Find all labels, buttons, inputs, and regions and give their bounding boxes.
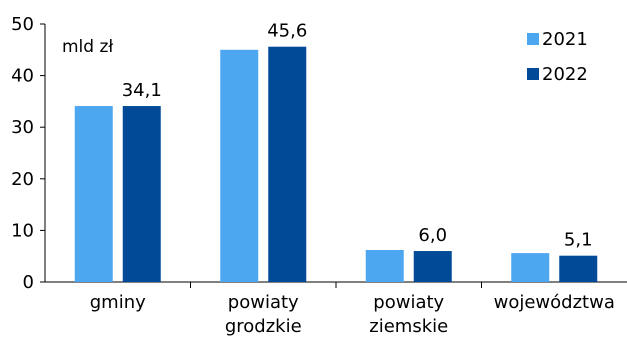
bar-2022	[559, 255, 598, 282]
bar-2022	[122, 106, 161, 282]
category-label: powiaty grodzkie	[225, 292, 302, 337]
y-tick-label: 20	[11, 169, 34, 190]
y-tick-label: 10	[11, 220, 34, 241]
bar-2021	[511, 253, 550, 282]
y-tick-label: 0	[23, 272, 34, 293]
legend-swatch	[527, 68, 539, 80]
category-label: powiaty ziemskie	[369, 292, 448, 337]
unit-label: mld zł	[62, 37, 113, 57]
data-label: 45,6	[267, 21, 307, 42]
y-tick-label: 50	[11, 14, 34, 35]
legend-swatch	[527, 33, 539, 45]
y-tick-label: 30	[11, 117, 34, 138]
bar-2021	[365, 250, 404, 282]
data-label: 6,0	[418, 225, 447, 246]
category-labels: gminy powiaty grodzkie powiaty ziemskie wojew…	[90, 292, 615, 337]
legend-label: 2022	[542, 64, 588, 85]
category-label: województwa	[494, 292, 615, 313]
data-label: 5,1	[564, 230, 593, 251]
bar-2022	[413, 251, 452, 282]
legend-label: 2021	[542, 29, 588, 50]
bar-2021	[74, 106, 113, 282]
y-axis-ticks: 0 10 20 30 40 50	[11, 14, 45, 293]
data-labels: 34,1 45,6 6,0 5,1	[122, 21, 593, 251]
bar-2021	[220, 49, 259, 282]
category-label: gminy	[90, 292, 146, 313]
data-label: 34,1	[122, 80, 162, 101]
bar-2022	[268, 46, 307, 283]
y-tick-label: 40	[11, 66, 34, 87]
bars	[74, 46, 598, 283]
legend: 2021 2022	[527, 29, 588, 85]
